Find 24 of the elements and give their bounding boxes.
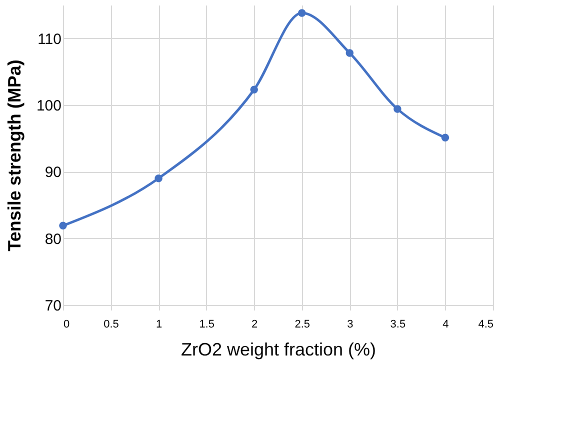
point [298,9,306,17]
x-tick-label: 2 [252,318,258,330]
x-tick-label: 4 [442,318,449,330]
point [250,86,258,94]
x-tick-label: 3 [347,318,354,330]
x-axis-title: ZrO2 weight fraction (%) [180,340,376,360]
x-tick-label: 1 [156,318,162,330]
point [441,134,450,142]
x-tick-label: 1.5 [199,318,214,330]
y-tick-label: 110 [38,30,62,48]
point [59,222,67,230]
y-tick-label: 70 [44,298,62,314]
point [154,174,162,182]
point [346,49,354,57]
x-tick-label: 0.5 [104,318,119,330]
y-tick-label: 90 [44,164,62,182]
point [394,105,402,113]
x-tick-label: 0 [64,318,70,330]
y-axis-title: Tensile strength (MPa) [4,60,24,252]
y-tick-label: 80 [44,230,62,248]
x-tick-label: 4.5 [478,318,494,330]
x-tick-label: 2.5 [294,318,310,330]
y-tick-label: 100 [36,98,62,114]
x-tick-label: 3.5 [390,318,406,330]
